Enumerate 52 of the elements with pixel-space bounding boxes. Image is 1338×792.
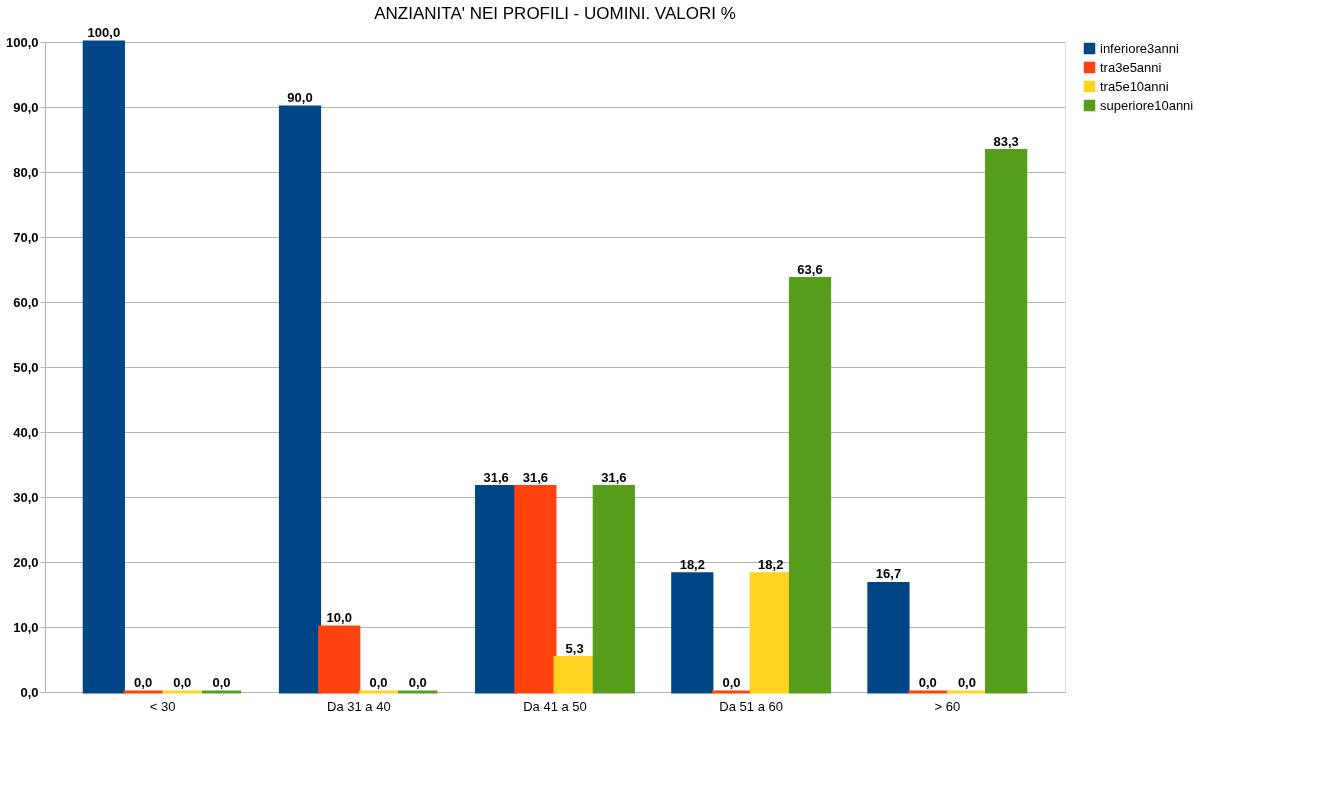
data-label: 90,0	[287, 90, 313, 105]
x-tick-label: < 30	[149, 698, 176, 714]
x-tick-label: Da 51 a 60	[719, 698, 783, 714]
data-label: 5,3	[565, 640, 584, 656]
legend-label: tra3e5anni	[1100, 59, 1162, 75]
y-tick-label: 20,0	[13, 554, 39, 570]
legend-label: superiore10anni	[1100, 97, 1194, 113]
y-tick-label: 70,0	[13, 229, 39, 245]
y-tick-label: 10,0	[13, 619, 39, 635]
y-tick-label: 50,0	[13, 359, 39, 375]
data-label: 100,0	[87, 25, 121, 40]
data-label: 18,2	[679, 556, 705, 572]
bar	[592, 485, 635, 694]
data-label: 31,6	[601, 469, 627, 485]
bar	[318, 625, 361, 694]
x-tick-label: Da 31 a 40	[327, 698, 391, 714]
y-tick-label: 90,0	[13, 99, 39, 115]
bar	[749, 572, 792, 694]
bar	[867, 581, 910, 694]
data-label: 0,0	[722, 675, 741, 690]
data-label: 16,7	[875, 566, 902, 582]
bar	[82, 40, 125, 694]
chart-title: ANZIANITA' NEI PROFILI - UOMINI. VALORI %	[374, 4, 736, 23]
bar	[278, 105, 322, 694]
bar	[788, 277, 832, 694]
data-label: 0,0	[369, 675, 388, 690]
bar	[671, 572, 714, 694]
bar	[514, 485, 557, 694]
data-label: 10,0	[326, 610, 352, 625]
data-label: 0,0	[134, 675, 153, 690]
data-label: 83,3	[993, 133, 1019, 149]
y-tick-label: 80,0	[13, 164, 39, 180]
data-label: 63,6	[797, 261, 823, 277]
data-label: 31,6	[522, 469, 549, 485]
y-tick-label: 30,0	[13, 489, 39, 505]
x-tick-label: Da 41 a 50	[523, 698, 587, 714]
y-tick-label: 100,0	[5, 34, 39, 50]
y-tick-label: 60,0	[13, 294, 39, 310]
data-label: 31,6	[483, 469, 509, 485]
data-label: 0,0	[212, 675, 231, 690]
data-label: 0,0	[957, 675, 976, 690]
legend-label: tra5e10anni	[1100, 78, 1169, 94]
data-label: 0,0	[173, 675, 192, 690]
data-label: 0,0	[408, 675, 427, 690]
x-tick-label: > 60	[934, 698, 961, 714]
data-label: 18,2	[758, 556, 784, 572]
bar	[985, 149, 1028, 694]
legend-label: inferiore3anni	[1100, 40, 1179, 56]
bar	[553, 656, 596, 694]
y-tick-label: 0,0	[20, 684, 39, 700]
data-label: 0,0	[918, 675, 937, 690]
y-tick-label: 40,0	[13, 424, 39, 440]
